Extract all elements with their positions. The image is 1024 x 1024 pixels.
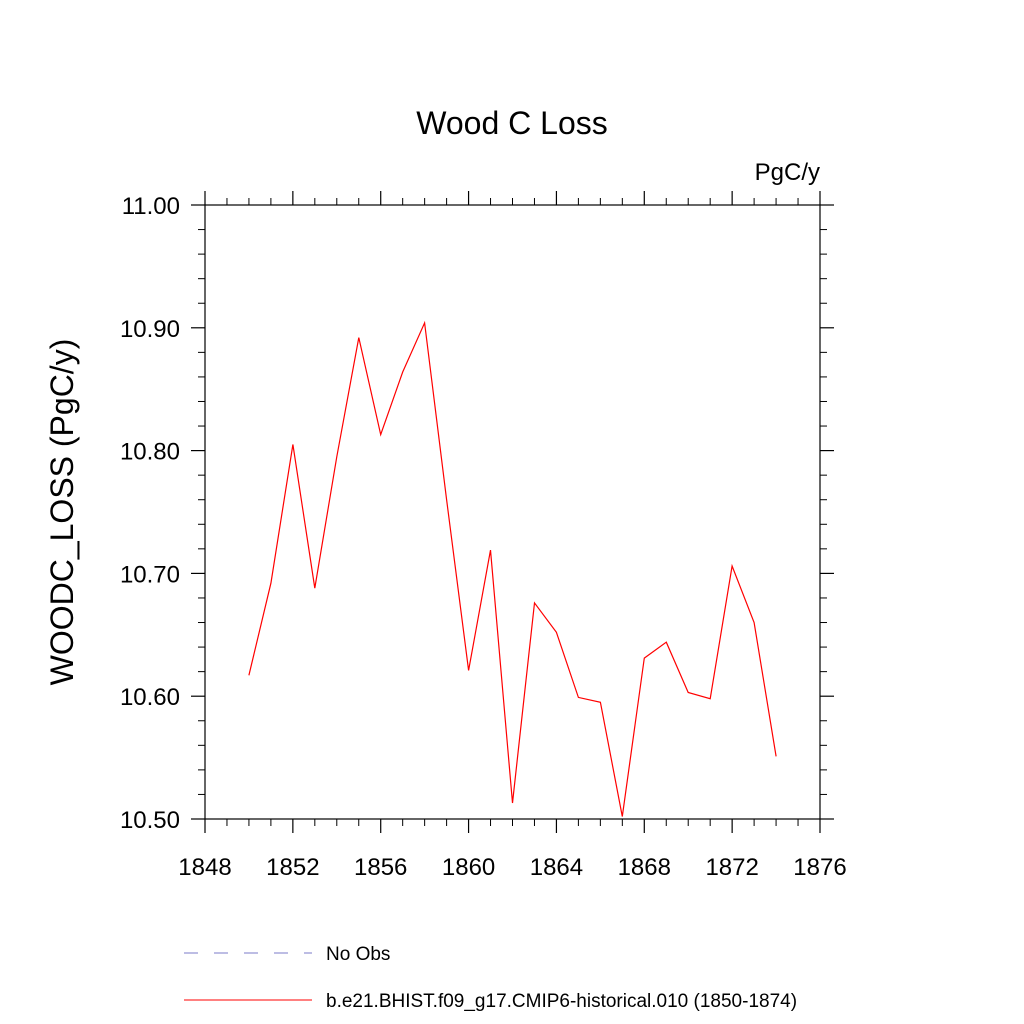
y-tick-label: 10.70	[120, 561, 180, 588]
axes	[204, 204, 821, 820]
y-axis-label: WOODC_LOSS (PgC/y)	[44, 339, 80, 686]
y-tick-label: 10.60	[120, 684, 180, 711]
x-tick-label: 1852	[266, 854, 319, 881]
x-tick-label: 1848	[178, 854, 231, 881]
plot-frame	[204, 204, 821, 820]
legend-label: b.e21.BHIST.f09_g17.CMIP6-historical.010…	[326, 991, 797, 1012]
ticks: 1848 1852 1856 1860 1864 1868 1872 1876 10.50 10.…	[120, 191, 847, 881]
y-tick-label: 10.50	[120, 807, 180, 834]
legend-label: No Obs	[326, 944, 390, 965]
y-tick-label: 10.90	[120, 316, 180, 343]
series-line	[248, 320, 777, 817]
x-tick-label: 1860	[442, 854, 495, 881]
x-tick-label: 1868	[618, 854, 671, 881]
x-tick-label: 1872	[705, 854, 758, 881]
units-label: PgC/y	[755, 159, 820, 186]
legend: No Obs b.e21.BHIST.f09_g17.CMIP6-historic…	[184, 944, 797, 1012]
y-tick-label: 11.00	[122, 193, 180, 220]
chart-title: Wood C Loss	[416, 105, 608, 141]
y-tick-label: 10.80	[120, 439, 180, 466]
series-layer	[248, 320, 777, 817]
x-tick-label: 1856	[354, 854, 407, 881]
x-tick-label: 1876	[793, 854, 846, 881]
x-tick-label: 1864	[530, 854, 583, 881]
